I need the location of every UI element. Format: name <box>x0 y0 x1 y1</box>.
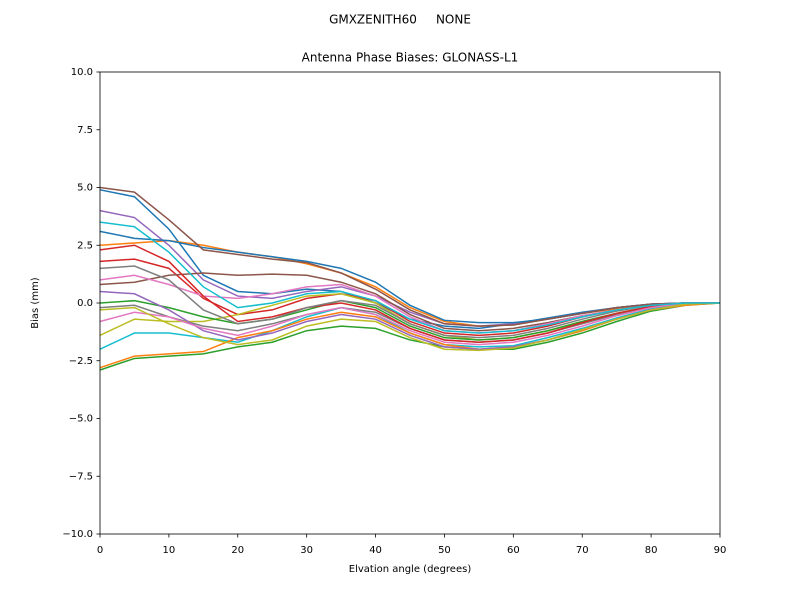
y-tick-label: −5.0 <box>69 414 93 425</box>
data-line <box>99 302 721 352</box>
x-tick-label: 40 <box>369 545 382 556</box>
x-tick-label: 60 <box>507 545 520 556</box>
data-line <box>99 265 720 339</box>
y-tick-label: −10.0 <box>62 529 93 540</box>
x-tick-label: 20 <box>231 545 244 556</box>
data-line <box>99 244 720 344</box>
x-tick-label: 70 <box>576 545 589 556</box>
x-tick-label: 90 <box>714 545 727 556</box>
data-line <box>99 186 720 327</box>
x-axis-label: Elvation angle (degrees) <box>349 564 472 575</box>
y-tick-label: 0.0 <box>77 298 93 309</box>
x-tick-label: 80 <box>645 545 658 556</box>
y-tick-label: 7.5 <box>77 125 93 136</box>
data-line <box>99 302 720 346</box>
x-tick-label: 30 <box>300 545 313 556</box>
data-line <box>99 302 721 371</box>
y-tick-label: 2.5 <box>77 240 93 251</box>
x-tick-label: 50 <box>438 545 451 556</box>
x-tick-label: 0 <box>97 545 103 556</box>
x-tick-label: 10 <box>163 545 176 556</box>
chart-title: Antenna Phase Biases: GLONASS-L1 <box>302 51 519 65</box>
y-tick-label: −7.5 <box>69 471 93 482</box>
data-line <box>99 221 720 334</box>
y-tick-label: −2.5 <box>69 356 93 367</box>
suptitle: GMXZENITH60 NONE <box>329 13 471 27</box>
y-tick-label: 10.0 <box>71 67 93 78</box>
y-tick-label: 5.0 <box>77 183 93 194</box>
plot-frame <box>99 71 721 535</box>
data-line <box>99 239 720 327</box>
y-axis-label: Bias (mm) <box>30 277 41 329</box>
